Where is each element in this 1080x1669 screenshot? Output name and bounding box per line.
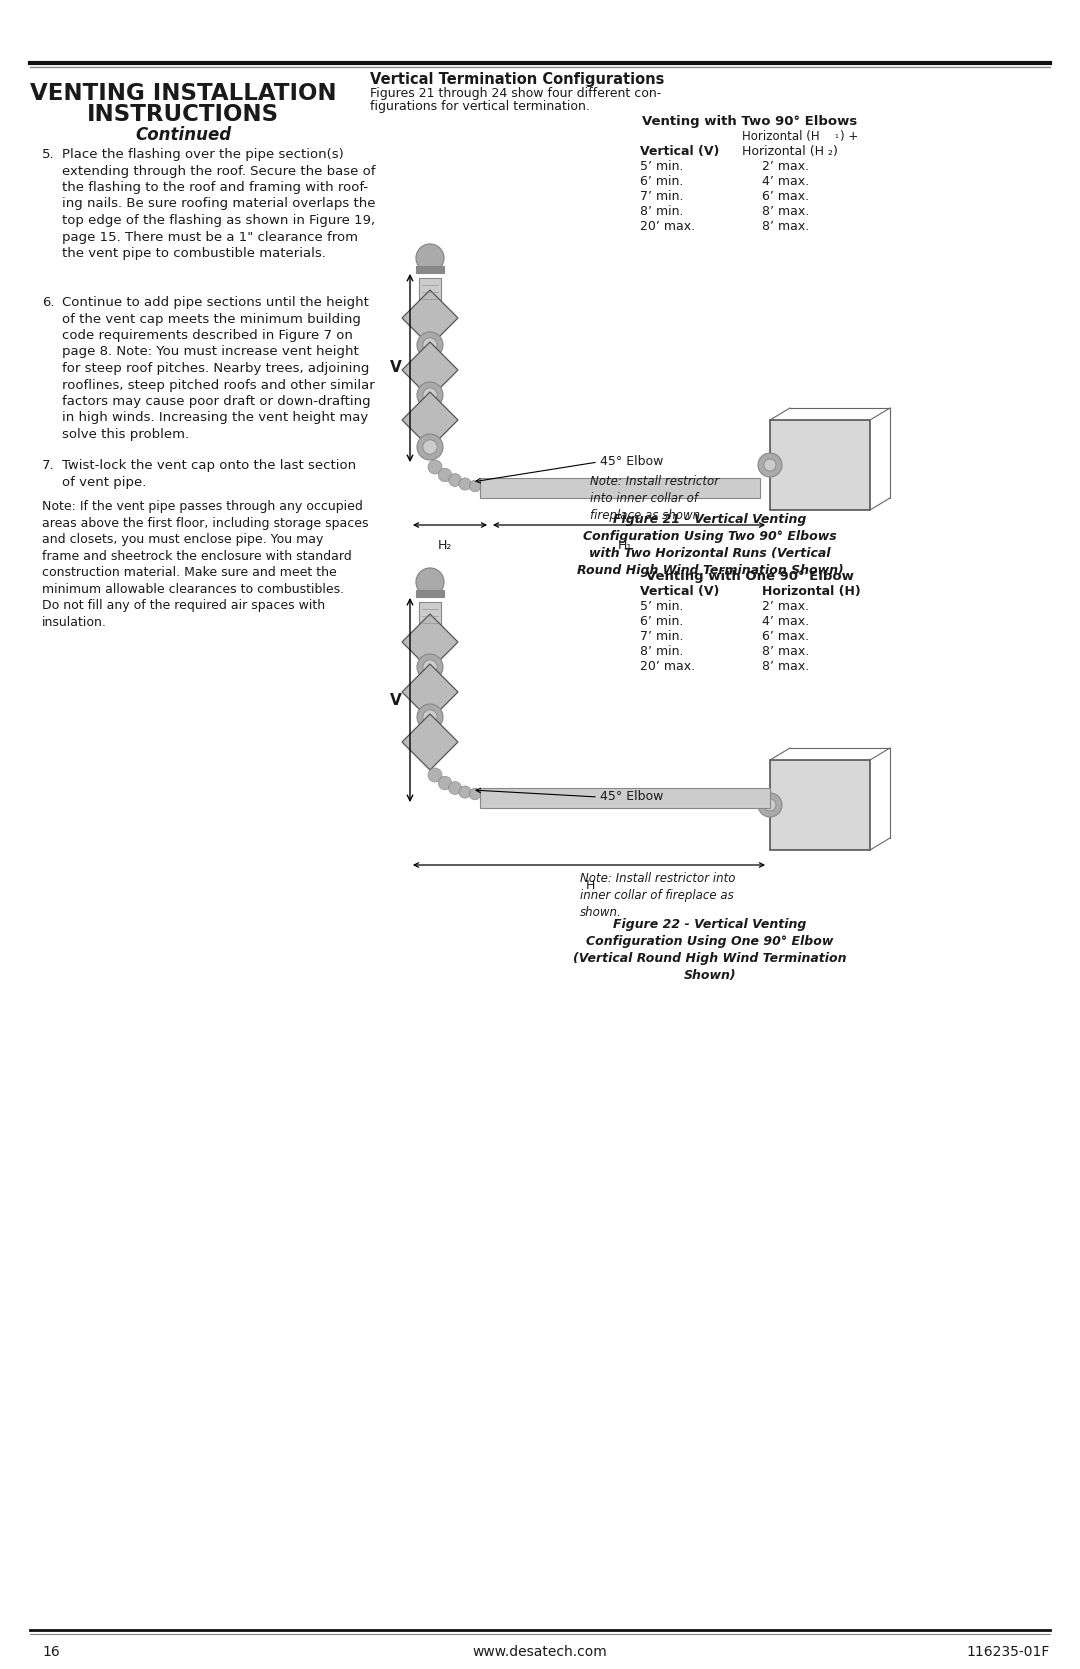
- Circle shape: [417, 382, 443, 407]
- Circle shape: [758, 793, 782, 818]
- Text: Place the flashing over the pipe section(s)
extending through the roof. Secure t: Place the flashing over the pipe section…: [62, 149, 376, 260]
- Circle shape: [423, 387, 437, 402]
- Text: Venting with One 90° Elbow: Venting with One 90° Elbow: [646, 571, 854, 582]
- Bar: [480, 788, 770, 808]
- Circle shape: [764, 799, 777, 811]
- Polygon shape: [402, 714, 458, 769]
- Text: Horizontal (H ₂): Horizontal (H ₂): [742, 145, 838, 159]
- Text: 5’ min.: 5’ min.: [640, 599, 684, 613]
- Text: Figure 21 - Vertical Venting
Configuration Using Two 90° Elbows
with Two Horizon: Figure 21 - Vertical Venting Configurati…: [577, 512, 843, 577]
- Polygon shape: [402, 614, 458, 669]
- Bar: [419, 603, 441, 629]
- Text: 6’ max.: 6’ max.: [762, 629, 809, 643]
- Text: 116235-01F: 116235-01F: [967, 1646, 1050, 1659]
- Text: Note: Install restrictor into
inner collar of fireplace as
shown.: Note: Install restrictor into inner coll…: [580, 871, 735, 920]
- Text: 7’ min.: 7’ min.: [640, 190, 684, 204]
- Text: ) +: ) +: [840, 130, 859, 144]
- Circle shape: [438, 776, 451, 789]
- Text: 45° Elbow: 45° Elbow: [600, 456, 663, 467]
- Circle shape: [459, 786, 471, 798]
- Text: Vertical (V): Vertical (V): [640, 145, 719, 159]
- Text: Vertical (V): Vertical (V): [640, 586, 719, 598]
- Text: Note: If the vent pipe passes through any occupied
areas above the first floor, : Note: If the vent pipe passes through an…: [42, 501, 368, 629]
- Text: VENTING INSTALLATION: VENTING INSTALLATION: [29, 82, 336, 105]
- Text: 6’ min.: 6’ min.: [640, 614, 684, 628]
- Text: 8’ min.: 8’ min.: [640, 644, 684, 658]
- Text: 5.: 5.: [42, 149, 55, 160]
- Text: 20’ max.: 20’ max.: [640, 659, 696, 673]
- Text: ₁: ₁: [834, 130, 838, 140]
- Polygon shape: [402, 392, 458, 447]
- Circle shape: [758, 452, 782, 477]
- Circle shape: [416, 244, 444, 272]
- Text: 8’ max.: 8’ max.: [762, 220, 809, 234]
- Text: Twist-lock the vent cap onto the last section
of vent pipe.: Twist-lock the vent cap onto the last se…: [62, 459, 356, 489]
- Circle shape: [459, 477, 471, 491]
- Circle shape: [417, 704, 443, 729]
- Text: Figures 21 through 24 show four different con-: Figures 21 through 24 show four differen…: [370, 87, 661, 100]
- Text: 8’ min.: 8’ min.: [640, 205, 684, 219]
- Text: Continued: Continued: [135, 125, 231, 144]
- Text: H: H: [585, 880, 595, 891]
- Text: www.desatech.com: www.desatech.com: [473, 1646, 607, 1659]
- Text: 6’ min.: 6’ min.: [640, 175, 684, 189]
- Circle shape: [417, 654, 443, 679]
- Polygon shape: [402, 664, 458, 719]
- Text: 5’ min.: 5’ min.: [640, 160, 684, 174]
- Text: Horizontal (H: Horizontal (H: [742, 130, 820, 144]
- Circle shape: [417, 434, 443, 461]
- Circle shape: [428, 461, 442, 474]
- Polygon shape: [402, 342, 458, 397]
- Bar: [416, 265, 444, 274]
- Text: V: V: [390, 693, 402, 708]
- Text: 16: 16: [42, 1646, 59, 1659]
- Text: 8’ max.: 8’ max.: [762, 659, 809, 673]
- Circle shape: [428, 768, 442, 783]
- Bar: [419, 279, 441, 305]
- Circle shape: [423, 659, 437, 674]
- Text: H₂: H₂: [437, 539, 453, 552]
- Text: 7.: 7.: [42, 459, 55, 472]
- Text: Horizontal (H): Horizontal (H): [762, 586, 861, 598]
- Text: 20’ max.: 20’ max.: [640, 220, 696, 234]
- Text: Venting with Two 90° Elbows: Venting with Two 90° Elbows: [643, 115, 858, 129]
- Circle shape: [423, 337, 437, 352]
- Text: Figure 22 - Vertical Venting
Configuration Using One 90° Elbow
(Vertical Round H: Figure 22 - Vertical Venting Configurati…: [573, 918, 847, 981]
- Bar: [770, 759, 870, 850]
- Text: V: V: [390, 361, 402, 376]
- Bar: [770, 421, 870, 511]
- Text: 4’ max.: 4’ max.: [762, 614, 809, 628]
- Text: 6.: 6.: [42, 295, 54, 309]
- Circle shape: [469, 788, 481, 799]
- Bar: [416, 591, 444, 598]
- Text: 6’ max.: 6’ max.: [762, 190, 809, 204]
- Text: 4’ max.: 4’ max.: [762, 175, 809, 189]
- Circle shape: [416, 567, 444, 596]
- Circle shape: [448, 781, 461, 794]
- Text: 7’ min.: 7’ min.: [640, 629, 684, 643]
- Text: Note: Install restrictor
into inner collar of
fireplace as shown.: Note: Install restrictor into inner coll…: [590, 476, 719, 522]
- Text: 8’ max.: 8’ max.: [762, 644, 809, 658]
- Text: 8’ max.: 8’ max.: [762, 205, 809, 219]
- Text: 45° Elbow: 45° Elbow: [600, 789, 663, 803]
- Text: H₁: H₁: [618, 539, 632, 552]
- Circle shape: [423, 709, 437, 724]
- Bar: [480, 477, 760, 497]
- Circle shape: [764, 459, 777, 471]
- Polygon shape: [402, 290, 458, 345]
- Circle shape: [423, 441, 437, 454]
- Text: INSTRUCTIONS: INSTRUCTIONS: [86, 103, 279, 125]
- Text: Continue to add pipe sections until the height
of the vent cap meets the minimum: Continue to add pipe sections until the …: [62, 295, 375, 441]
- Circle shape: [448, 474, 461, 486]
- Circle shape: [469, 481, 481, 492]
- Circle shape: [417, 332, 443, 357]
- Circle shape: [438, 469, 451, 482]
- Text: 2’ max.: 2’ max.: [762, 599, 809, 613]
- Text: figurations for vertical termination.: figurations for vertical termination.: [370, 100, 590, 113]
- Text: Vertical Termination Configurations: Vertical Termination Configurations: [370, 72, 664, 87]
- Text: 2’ max.: 2’ max.: [762, 160, 809, 174]
